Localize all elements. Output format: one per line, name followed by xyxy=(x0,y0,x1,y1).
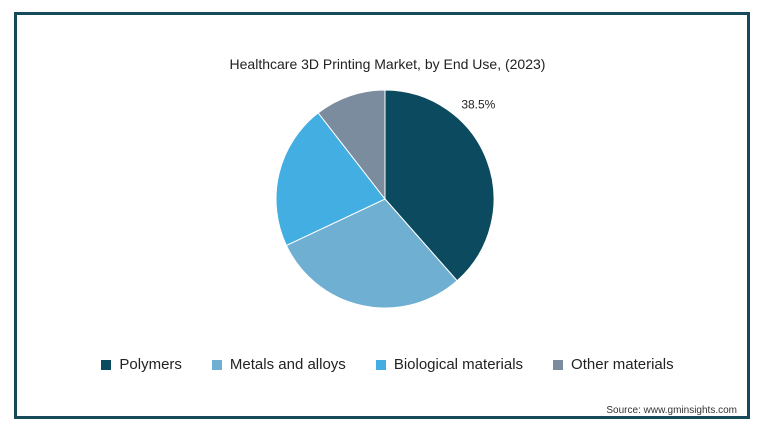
legend-label-polymers: Polymers xyxy=(119,356,182,373)
chart-title: Healthcare 3D Printing Market, by End Us… xyxy=(229,56,546,72)
legend-swatch-metals-and-alloys xyxy=(211,359,222,370)
pie-slice-metals-and-alloys xyxy=(285,198,458,309)
legend-swatch-polymers xyxy=(101,359,112,370)
legend-label-metals-and-alloys: Metals and alloys xyxy=(229,356,346,373)
data-label-polymers: 38.5% xyxy=(461,97,495,111)
pie-slice-biological-materials xyxy=(275,112,386,247)
pie-data-labels: 38.5% xyxy=(461,97,495,111)
legend-label-biological-materials: Biological materials xyxy=(393,356,524,373)
legend-item-biological-materials: Biological materials xyxy=(375,356,524,373)
source-note: Source: www.gminsights.com xyxy=(606,405,737,416)
legend-item-other-materials: Other materials xyxy=(553,356,674,373)
legend-swatch-biological-materials xyxy=(375,359,386,370)
pie-slices xyxy=(275,89,495,309)
legend-item-polymers: Polymers xyxy=(101,356,182,373)
legend-item-metals-and-alloys: Metals and alloys xyxy=(211,356,346,373)
legend: Polymers Metals and alloys Biological ma… xyxy=(0,356,775,373)
legend-swatch-other-materials xyxy=(553,359,564,370)
legend-label-other-materials: Other materials xyxy=(571,356,674,373)
pie-slice-polymers xyxy=(384,89,495,282)
pie-slice-other-materials xyxy=(317,89,386,201)
